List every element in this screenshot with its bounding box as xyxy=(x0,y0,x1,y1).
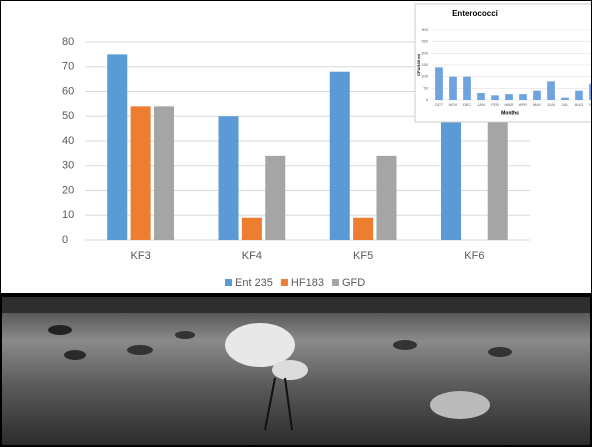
y-tick-label: 70 xyxy=(62,61,74,73)
bar xyxy=(463,76,471,100)
x-tick-label: DEC xyxy=(463,102,472,107)
legend-swatch xyxy=(280,279,288,286)
y-axis-title: CFU/100 ml xyxy=(416,54,421,76)
bar xyxy=(153,106,174,240)
x-tick-label: JUN xyxy=(547,102,555,107)
y-tick-label: 0 xyxy=(62,234,68,246)
chart-title: Enterococci xyxy=(452,9,498,18)
x-tick-label: APR xyxy=(519,102,527,107)
x-tick-label: SEP xyxy=(589,102,592,107)
legend-label: HF183 xyxy=(291,277,324,289)
legend-label: Ent 235 xyxy=(235,277,273,289)
bar xyxy=(130,106,151,240)
y-tick-label: 80 xyxy=(62,36,74,48)
x-tick-label: KF6 xyxy=(464,250,484,262)
y-tick-label: 50 xyxy=(62,110,74,122)
bar xyxy=(589,83,592,100)
legend-swatch xyxy=(331,279,339,286)
y-tick-label: 0 xyxy=(426,97,429,102)
y-tick-label: 20 xyxy=(62,184,74,196)
bar xyxy=(561,97,569,100)
y-tick-label: 250 xyxy=(421,39,428,44)
legend-swatch xyxy=(225,279,232,286)
bar xyxy=(505,94,513,100)
inset-frame xyxy=(414,3,592,123)
bar xyxy=(218,116,239,240)
bar xyxy=(265,155,286,240)
y-tick-label: 100 xyxy=(421,74,428,79)
x-tick-label: JAN xyxy=(477,102,485,107)
bar xyxy=(441,106,462,240)
bar xyxy=(449,76,457,100)
y-tick-label: 150 xyxy=(421,62,428,67)
y-tick-label: 10 xyxy=(62,209,74,221)
bar xyxy=(241,217,262,240)
bar xyxy=(547,81,555,100)
y-tick-label: 40 xyxy=(62,135,74,147)
bar xyxy=(353,217,374,240)
x-tick-label: MAR xyxy=(505,102,514,107)
x-tick-label: MAY xyxy=(533,102,542,107)
y-tick-label: 300 xyxy=(421,27,428,32)
bar xyxy=(519,94,527,100)
y-tick-label: 50 xyxy=(424,85,429,90)
bar xyxy=(575,90,583,100)
y-tick-label: 60 xyxy=(62,85,74,97)
x-tick-label: AUG xyxy=(575,102,584,107)
x-tick-label: KF4 xyxy=(242,250,262,262)
bar xyxy=(435,67,443,100)
y-tick-label: 200 xyxy=(421,50,428,55)
bar xyxy=(533,90,541,100)
y-tick-label: 30 xyxy=(62,160,74,172)
x-tick-label: FEB xyxy=(491,102,499,107)
bar xyxy=(477,93,485,100)
x-tick-label: NOV xyxy=(449,102,458,107)
x-tick-label: KF5 xyxy=(353,250,373,262)
bar xyxy=(107,54,128,240)
legend-label: GFD xyxy=(342,277,365,289)
x-tick-label: JUL xyxy=(561,102,569,107)
bar xyxy=(491,95,499,100)
x-tick-label: OCT xyxy=(435,102,444,107)
bar xyxy=(376,155,397,240)
x-axis-title: Months xyxy=(501,110,519,116)
x-tick-label: KF3 xyxy=(131,250,151,262)
bar xyxy=(329,71,350,240)
bar xyxy=(487,106,508,240)
photo xyxy=(0,293,592,447)
